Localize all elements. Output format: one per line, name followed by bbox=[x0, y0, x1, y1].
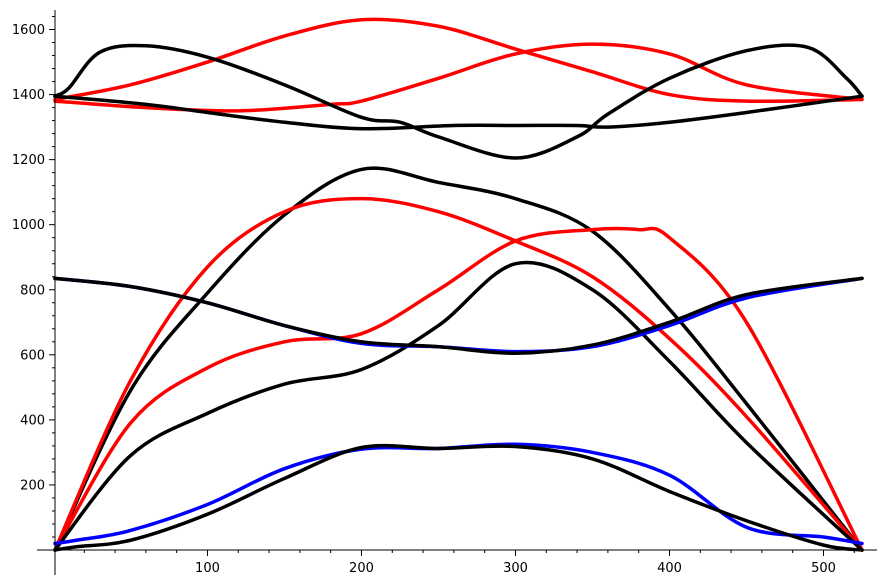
series-layer bbox=[53, 17, 864, 552]
series-line-7 bbox=[53, 226, 864, 552]
axes: 200 400 600 800 1000 1200 1400 1600 100 200 300 400… bbox=[12, 10, 877, 576]
series-line-12 bbox=[53, 443, 864, 552]
y-tick-label: 1000 bbox=[12, 218, 45, 233]
x-tick-label: 100 bbox=[195, 561, 220, 576]
series-line-4 bbox=[53, 94, 864, 131]
x-tick-label: 400 bbox=[657, 561, 682, 576]
x-tick-label: 500 bbox=[811, 561, 836, 576]
series-line-10 bbox=[53, 276, 864, 355]
x-tick-label: 200 bbox=[349, 561, 374, 576]
x-tick-label: 300 bbox=[503, 561, 528, 576]
y-tick-label: 600 bbox=[20, 348, 45, 363]
y-tick-label: 1600 bbox=[12, 23, 45, 38]
y-tick-label: 400 bbox=[20, 413, 45, 428]
series-line-3 bbox=[53, 43, 864, 160]
y-tick-label: 800 bbox=[20, 283, 45, 298]
series-line-5 bbox=[53, 166, 864, 552]
series-line-8 bbox=[53, 260, 864, 552]
series-line-1 bbox=[53, 17, 864, 104]
series-line-6 bbox=[53, 196, 864, 552]
y-tick-label: 200 bbox=[20, 478, 45, 493]
series-line-11 bbox=[53, 442, 864, 546]
y-tick-label: 1400 bbox=[12, 88, 45, 103]
y-tick-label: 1200 bbox=[12, 153, 45, 168]
